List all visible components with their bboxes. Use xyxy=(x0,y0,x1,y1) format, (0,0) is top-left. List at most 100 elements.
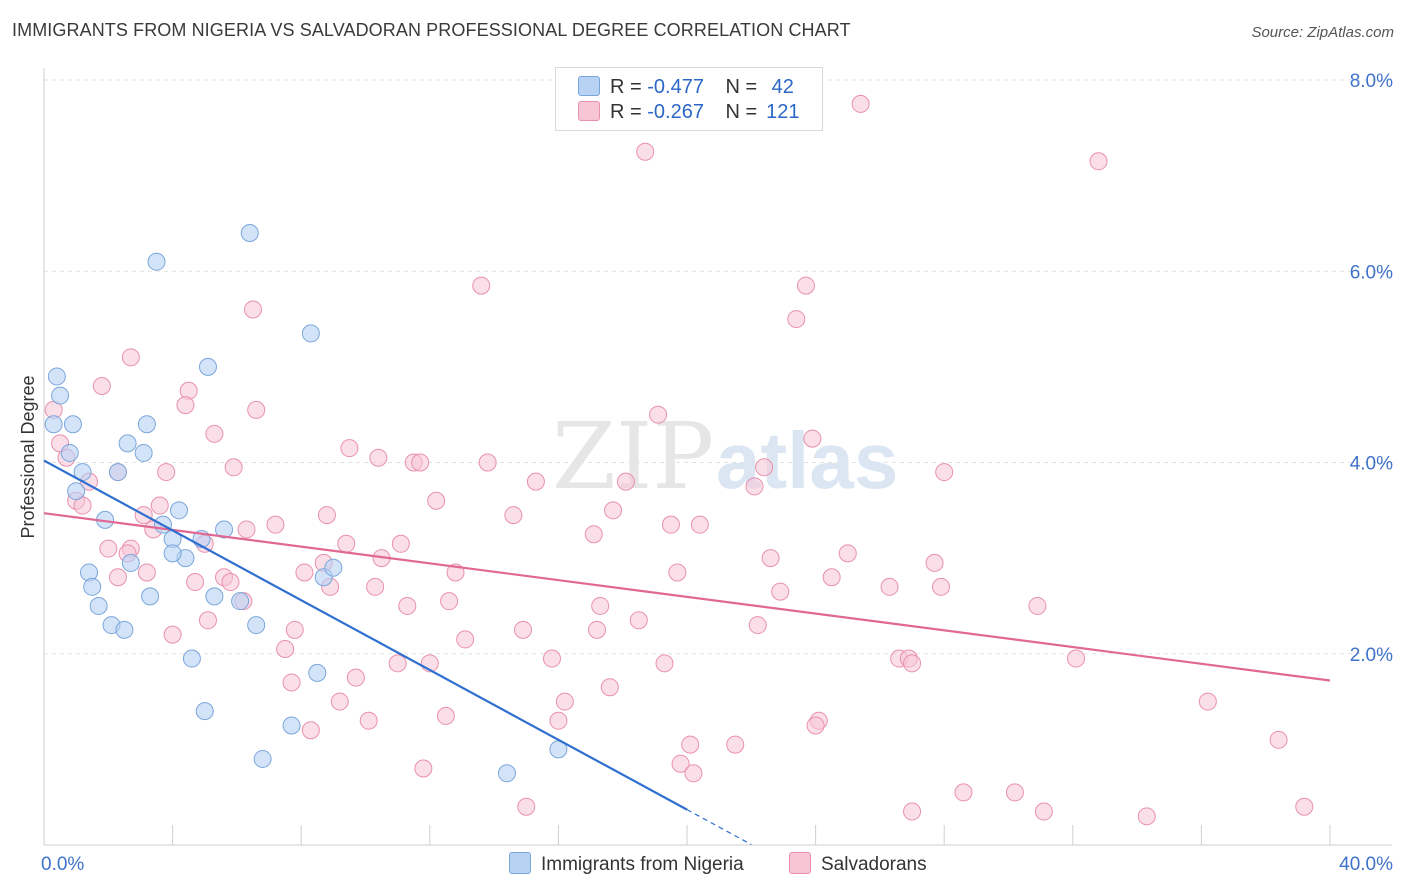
salvadoran-point xyxy=(903,802,922,821)
salvadoran-point xyxy=(616,472,635,491)
salvadoran-point xyxy=(282,673,301,692)
salvadoran-point xyxy=(771,582,790,601)
salvadoran-point xyxy=(935,463,954,482)
salvadoran-point xyxy=(542,649,561,668)
nigeria-point xyxy=(147,252,166,271)
salvadoran-point xyxy=(587,620,606,639)
salvadoran-point xyxy=(337,534,356,553)
salvadoran-point xyxy=(224,458,243,477)
nigeria-point xyxy=(83,577,102,596)
salvadoran-point xyxy=(655,654,674,673)
salvadoran-point xyxy=(1005,783,1024,802)
nigeria-trend-extension xyxy=(686,809,752,846)
salvadoran-point xyxy=(186,573,205,592)
nigeria-point xyxy=(134,443,153,462)
salvadoran-point xyxy=(880,577,899,596)
salvadoran-point xyxy=(636,142,655,161)
watermark-zip: ZIP xyxy=(552,403,714,510)
salvadoran-point xyxy=(745,477,764,496)
nigeria-point xyxy=(215,520,234,539)
salvadoran-point xyxy=(787,310,806,329)
salvadoran-point xyxy=(237,520,256,539)
salvadoran-point xyxy=(954,783,973,802)
salvadoran-point xyxy=(1137,807,1156,826)
salvadoran-point xyxy=(391,534,410,553)
salvadoran-point xyxy=(690,515,709,534)
salvadoran-point xyxy=(285,620,304,639)
salvadoran-point xyxy=(346,668,365,687)
nigeria-point xyxy=(195,702,214,721)
grid-lines xyxy=(44,79,1392,655)
nigeria-point xyxy=(231,592,250,611)
nigeria-point xyxy=(301,324,320,343)
salvadoran-point xyxy=(555,692,574,711)
salvadoran-point xyxy=(600,678,619,697)
salvadoran-point xyxy=(276,639,295,658)
bottom-salvadoran-label: Salvadorans xyxy=(821,854,927,875)
salvadoran-point xyxy=(456,630,475,649)
nigeria-point xyxy=(170,501,189,520)
salvadoran-point xyxy=(1067,649,1086,668)
salvadoran-point xyxy=(1198,692,1217,711)
bottom-nigeria-swatch xyxy=(509,852,531,874)
trend-lines xyxy=(43,459,1331,846)
salvadoran-trend-line xyxy=(43,512,1331,682)
salvadoran-point xyxy=(411,453,430,472)
bottom-salvadoran-swatch xyxy=(789,852,811,874)
salvadoran-point xyxy=(604,501,623,520)
salvadoran-point xyxy=(340,439,359,458)
salvadoran-swatch xyxy=(578,101,600,121)
salvadoran-point xyxy=(1269,730,1288,749)
nigeria-point xyxy=(118,434,137,453)
salvadoran-point xyxy=(806,716,825,735)
nigeria-point xyxy=(60,443,79,462)
salvadoran-point xyxy=(247,400,266,419)
nigeria-point xyxy=(308,663,327,682)
salvadoran-point xyxy=(684,764,703,783)
salvadoran-point xyxy=(584,525,603,544)
salvadoran-point xyxy=(266,515,285,534)
nigeria-point xyxy=(67,482,86,501)
salvadoran-point xyxy=(761,549,780,568)
salvadoran-point xyxy=(591,596,610,615)
y-tick-label: 8.0% xyxy=(1350,71,1393,92)
y-tick-label: 6.0% xyxy=(1350,262,1393,283)
salvadoran-point xyxy=(549,711,568,730)
y-tick-label: 4.0% xyxy=(1350,454,1393,475)
salvadoran-point xyxy=(1089,152,1108,171)
salvadoran-point xyxy=(436,706,455,725)
nigeria-point xyxy=(282,716,301,735)
salvadoran-n-value: 121 xyxy=(766,101,800,123)
salvadoran-point xyxy=(388,654,407,673)
source-label: Source: ZipAtlas.com xyxy=(1251,24,1394,41)
bottom-legend-nigeria: Immigrants from Nigeria xyxy=(509,852,744,876)
nigeria-point xyxy=(253,749,272,768)
nigeria-point xyxy=(247,616,266,635)
salvadoran-point xyxy=(369,448,388,467)
nigeria-point xyxy=(44,415,63,434)
watermark-atlas: atlas xyxy=(716,416,898,505)
nigeria-point xyxy=(198,357,217,376)
legend-row-nigeria: R = -0.477 N = 42 xyxy=(578,76,803,100)
salvadoran-point xyxy=(301,721,320,740)
salvadoran-point xyxy=(755,458,774,477)
salvadoran-n-label: N = xyxy=(725,101,758,123)
legend-row-salvadoran: R = -0.267 N = 121 xyxy=(578,101,803,125)
nigeria-point xyxy=(47,367,66,386)
salvadoran-point xyxy=(198,611,217,630)
salvadoran-point xyxy=(176,396,195,415)
nigeria-r-value: -0.477 xyxy=(647,76,704,98)
nigeria-point xyxy=(108,463,127,482)
salvadoran-r-value: -0.267 xyxy=(647,101,704,123)
tick-labels: 2.0% 4.0% 6.0% 8.0% 0.0% 40.0% xyxy=(41,71,1393,875)
salvadoran-point xyxy=(221,573,240,592)
salvadoran-point xyxy=(478,453,497,472)
nigeria-point xyxy=(141,587,160,606)
salvadoran-point xyxy=(366,577,385,596)
salvadoran-point xyxy=(359,711,378,730)
nigeria-point xyxy=(121,553,140,572)
chart-title: IMMIGRANTS FROM NIGERIA VS SALVADORAN PR… xyxy=(12,20,851,40)
nigeria-points xyxy=(44,224,568,783)
salvadoran-point xyxy=(796,276,815,295)
salvadoran-point xyxy=(1028,596,1047,615)
